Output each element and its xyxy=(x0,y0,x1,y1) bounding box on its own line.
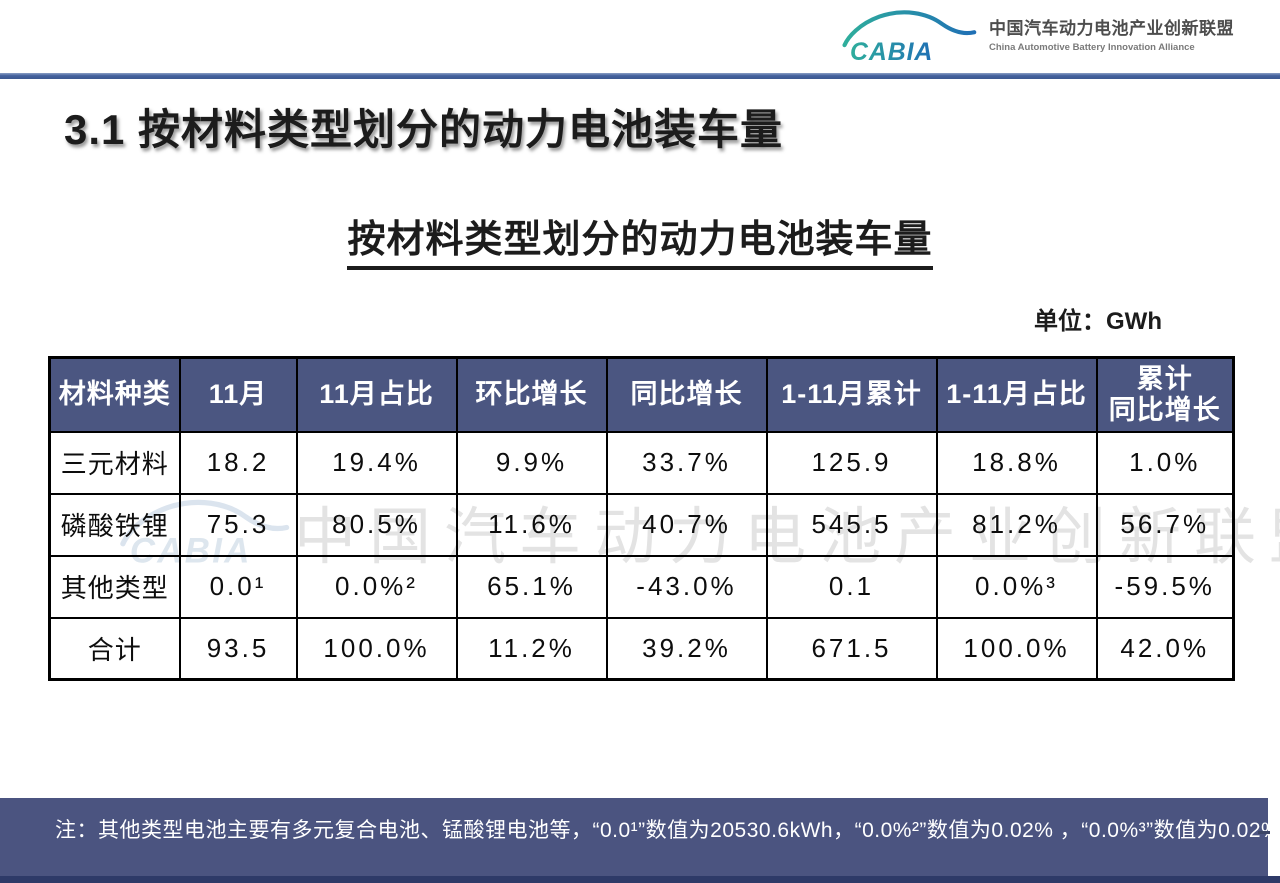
cell-value: 33.7% xyxy=(605,430,768,495)
page-title: 3.1 按材料类型划分的动力电池装车量 xyxy=(64,106,784,153)
footer-strip xyxy=(0,876,1280,883)
cell-value: 671.5 xyxy=(765,616,938,681)
cell-value: 93.5 xyxy=(178,616,298,681)
footnote: 注：其他类型电池主要有多元复合电池、锰酸锂电池等，“0.0¹”数值为20530.… xyxy=(55,819,1280,842)
row-label: 其他类型 xyxy=(48,554,181,619)
cell-value: 11.6% xyxy=(455,492,608,557)
cell-value: 1.0% xyxy=(1095,430,1235,495)
org-name-en: China Automotive Battery Innovation Alli… xyxy=(989,41,1195,53)
column-header: 环比增长 xyxy=(455,356,608,433)
cabia-logo: CABIA xyxy=(839,4,977,66)
column-header: 累计 同比增长 xyxy=(1095,356,1235,433)
cell-value: 9.9% xyxy=(455,430,608,495)
cell-value: -43.0% xyxy=(605,554,768,619)
header: CABIA 中国汽车动力电池产业创新联盟 China Automotive Ba… xyxy=(839,4,1234,66)
table-row: 合计 93.5 100.0% 11.2% 39.2% 671.5 100.0% 42.0% xyxy=(48,616,1235,681)
cell-value: 100.0% xyxy=(295,616,458,681)
battery-table: 材料种类 11月 11月占比 环比增长 同比增长 1-11月累计 1-11月占比 累计 同比增… xyxy=(48,356,1235,681)
brand-text: CABIA xyxy=(850,39,933,66)
column-header: 11月占比 xyxy=(295,356,458,433)
cell-value: 0.0%³ xyxy=(935,554,1098,619)
cell-value: 80.5% xyxy=(295,492,458,557)
cell-value: 0.0¹ xyxy=(178,554,298,619)
column-header: 1-11月占比 xyxy=(935,356,1098,433)
unit-label: 单位：GWh xyxy=(1034,308,1162,335)
cell-value: -59.5% xyxy=(1095,554,1235,619)
cell-value: 100.0% xyxy=(935,616,1098,681)
row-label: 磷酸铁锂 xyxy=(48,492,181,557)
header-divider xyxy=(0,73,1280,79)
car-swoosh-icon: CABIA xyxy=(842,10,977,66)
table-row: 三元材料 18.2 19.4% 9.9% 33.7% 125.9 18.8% 1.0% xyxy=(48,430,1235,495)
cell-value: 42.0% xyxy=(1095,616,1235,681)
cell-value: 75.3 xyxy=(178,492,298,557)
cell-value: 40.7% xyxy=(605,492,768,557)
cell-value: 19.4% xyxy=(295,430,458,495)
column-header: 11月 xyxy=(178,356,298,433)
cell-value: 39.2% xyxy=(605,616,768,681)
cell-value: 0.1 xyxy=(765,554,938,619)
cell-value: 18.2 xyxy=(178,430,298,495)
table-row: 磷酸铁锂 75.3 80.5% 11.6% 40.7% 545.5 81.2% 56.7% xyxy=(48,492,1235,557)
footnote-bar: 注：其他类型电池主要有多元复合电池、锰酸锂电池等，“0.0¹”数值为20530.… xyxy=(0,798,1280,876)
row-label: 合计 xyxy=(48,616,181,681)
cell-value: 56.7% xyxy=(1095,492,1235,557)
column-header: 1-11月累计 xyxy=(765,356,938,433)
cell-value: 125.9 xyxy=(765,430,938,495)
table-header-row: 材料种类 11月 11月占比 环比增长 同比增长 1-11月累计 1-11月占比 累计 同比增… xyxy=(48,356,1235,433)
cell-value: 545.5 xyxy=(765,492,938,557)
table-body: 三元材料 18.2 19.4% 9.9% 33.7% 125.9 18.8% 1.0% 磷酸铁锂… xyxy=(48,430,1235,681)
table-title-wrap: 按材料类型划分的动力电池装车量 xyxy=(0,208,1280,270)
footer-right-tick xyxy=(1258,831,1270,834)
cell-value: 11.2% xyxy=(455,616,608,681)
row-label: 三元材料 xyxy=(48,430,181,495)
table-row: 其他类型 0.0¹ 0.0%² 65.1% -43.0% 0.1 0.0%³ -59.5% xyxy=(48,554,1235,619)
table-title: 按材料类型划分的动力电池装车量 xyxy=(347,208,933,270)
cell-value: 65.1% xyxy=(455,554,608,619)
cell-value: 0.0%² xyxy=(295,554,458,619)
cell-value: 18.8% xyxy=(935,430,1098,495)
column-header: 同比增长 xyxy=(605,356,768,433)
org-name-block: 中国汽车动力电池产业创新联盟 China Automotive Battery … xyxy=(989,14,1234,57)
cell-value: 81.2% xyxy=(935,492,1098,557)
column-header: 材料种类 xyxy=(48,356,181,433)
org-name-cn: 中国汽车动力电池产业创新联盟 xyxy=(989,18,1234,38)
